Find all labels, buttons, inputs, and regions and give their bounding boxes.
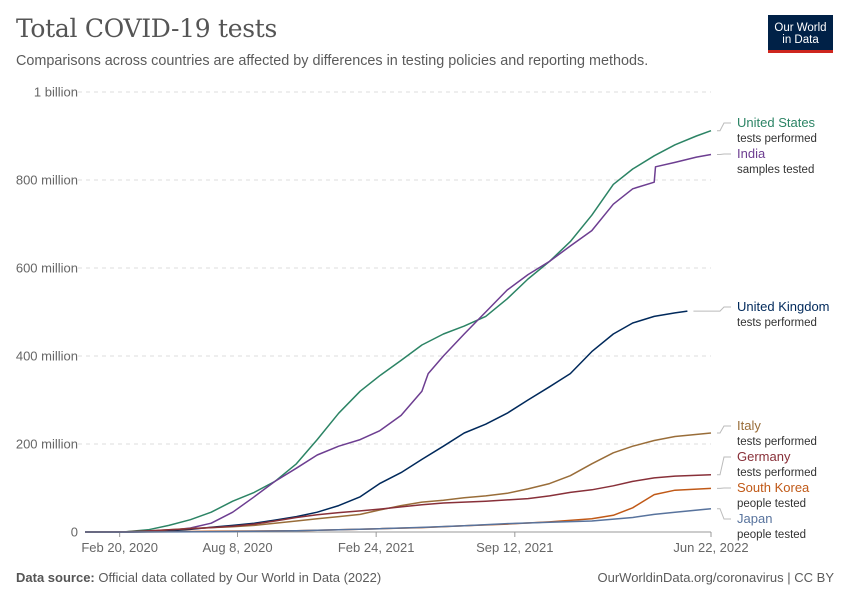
series-label-japan[interactable]: Japan bbox=[737, 511, 772, 526]
label-connector bbox=[717, 456, 731, 476]
label-connector bbox=[717, 508, 731, 520]
series-label-united-kingdom[interactable]: United Kingdom bbox=[737, 299, 830, 314]
x-tick-label: Aug 8, 2020 bbox=[202, 540, 272, 555]
series-label-india[interactable]: India bbox=[737, 146, 766, 161]
label-connector bbox=[717, 122, 731, 132]
source-label: Data source: bbox=[16, 570, 95, 585]
series-label-south-korea[interactable]: South Korea bbox=[737, 480, 810, 495]
series-line-united-states[interactable] bbox=[84, 129, 712, 533]
series-sublabel: tests performed bbox=[737, 436, 817, 448]
x-tick-label: Sep 12, 2021 bbox=[476, 540, 553, 555]
series-label-italy[interactable]: Italy bbox=[737, 418, 761, 433]
series-sublabel: people tested bbox=[737, 498, 806, 510]
series-label-germany[interactable]: Germany bbox=[737, 449, 791, 464]
series-sublabel: tests performed bbox=[737, 133, 817, 145]
y-tick-label: 600 million bbox=[16, 261, 78, 276]
series-line-japan[interactable] bbox=[85, 507, 712, 533]
series-sublabel: people tested bbox=[737, 529, 806, 541]
label-connector bbox=[693, 306, 731, 312]
x-tick-label: Feb 20, 2020 bbox=[81, 540, 158, 555]
series-sublabel: tests performed bbox=[737, 467, 817, 479]
x-tick-label: Feb 24, 2021 bbox=[338, 540, 415, 555]
y-tick-label: 0 bbox=[71, 525, 78, 540]
page-subtitle: Comparisons across countries are affecte… bbox=[16, 53, 649, 69]
y-tick-label: 800 million bbox=[16, 173, 78, 188]
series-sublabel: samples tested bbox=[737, 164, 814, 176]
logo-accent-bar bbox=[768, 50, 833, 53]
logo-line-1: Our World bbox=[774, 21, 827, 34]
y-tick-label: 200 million bbox=[16, 437, 78, 452]
page-title: Total COVID-19 tests bbox=[16, 14, 278, 43]
y-tick-label: 400 million bbox=[16, 349, 78, 364]
credit-link[interactable]: OurWorldinData.org/coronavirus | CC BY bbox=[597, 570, 834, 585]
series-sublabel: tests performed bbox=[737, 317, 817, 329]
series-line-south-korea[interactable] bbox=[85, 487, 712, 533]
owid-logo[interactable]: Our World in Data bbox=[768, 15, 833, 52]
logo-line-2: in Data bbox=[782, 33, 819, 46]
series-label-united-states[interactable]: United States bbox=[737, 115, 816, 130]
series-line-united-kingdom[interactable] bbox=[85, 310, 688, 533]
label-connector bbox=[717, 153, 731, 155]
x-tick-label: Jun 22, 2022 bbox=[673, 540, 748, 555]
data-source-note: Data source: Official data collated by O… bbox=[16, 570, 381, 585]
y-tick-label: 1 billion bbox=[34, 85, 78, 100]
label-connector bbox=[717, 425, 731, 434]
series-line-italy[interactable] bbox=[84, 432, 712, 533]
series-line-germany[interactable] bbox=[84, 474, 712, 533]
source-text[interactable]: Official data collated by Our World in D… bbox=[98, 570, 382, 585]
series-line-india[interactable] bbox=[85, 153, 712, 533]
